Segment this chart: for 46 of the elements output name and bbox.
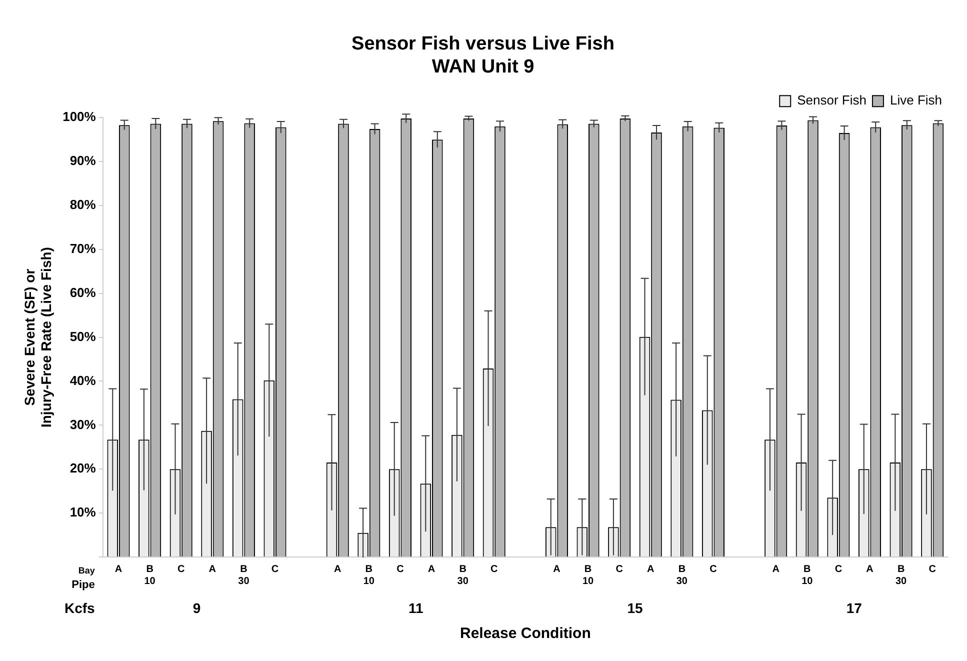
x-tick-label: B 30 xyxy=(895,564,908,587)
chart-title: Sensor Fish versus Live Fish WAN Unit 9 xyxy=(352,34,614,78)
x-tick-label: B 30 xyxy=(238,564,250,587)
legend-label: Sensor Fish xyxy=(797,92,866,108)
x-tick-label: C xyxy=(271,564,279,575)
x-tick-label: C xyxy=(177,564,185,575)
x-tick-label: C xyxy=(710,564,717,575)
y-tick-label: 50% xyxy=(70,328,96,344)
y-tick-label: 30% xyxy=(70,416,96,432)
x-tick-label: C xyxy=(616,564,623,575)
x-axis-title: Release Condition xyxy=(460,625,591,642)
text: Kcfs xyxy=(64,600,96,616)
x-tick-label: B 10 xyxy=(363,564,375,587)
legend-label: Live Fish xyxy=(890,92,942,108)
y-tick-label: 90% xyxy=(70,153,96,168)
x-tick-label: B 10 xyxy=(144,564,156,587)
x-tick-label: C xyxy=(396,564,404,575)
x-tick-label: A xyxy=(334,564,342,575)
x-tick-label: A xyxy=(114,564,122,575)
x-tick-label: A xyxy=(647,564,654,575)
y-tick-label: 70% xyxy=(70,241,96,256)
x-tick-label: A xyxy=(208,564,216,575)
x-tick-label: C xyxy=(834,564,842,575)
x-tick-label: B 10 xyxy=(582,564,594,587)
text: 11 xyxy=(408,600,424,616)
y-tick-label: 60% xyxy=(70,284,96,300)
y-tick-label: 20% xyxy=(70,460,96,476)
x-tick-label: B 30 xyxy=(676,564,688,587)
x-tick-label: C xyxy=(490,564,498,575)
x-tick-label: B 10 xyxy=(802,564,814,587)
y-tick-label: 10% xyxy=(70,504,96,520)
x-tick-label: A xyxy=(553,564,560,575)
text: 15 xyxy=(627,600,643,616)
x-tick-label: A xyxy=(428,564,436,575)
y-tick-label: 100% xyxy=(62,109,96,124)
y-axis-title: Severe Event (SF) or Injury-Free Rate (Live Fish) xyxy=(21,247,54,428)
y-tick-label: 40% xyxy=(70,372,96,388)
x-tick-label: A xyxy=(772,564,780,575)
x-tick-label: B 30 xyxy=(457,564,469,587)
text: Pipe xyxy=(72,579,95,592)
y-tick-label: 80% xyxy=(70,197,96,212)
x-tick-label: C xyxy=(928,564,936,575)
text: 17 xyxy=(846,600,862,616)
x-tick-label: A xyxy=(866,564,874,575)
text: 9 xyxy=(192,600,201,616)
text: Bay xyxy=(78,565,95,576)
